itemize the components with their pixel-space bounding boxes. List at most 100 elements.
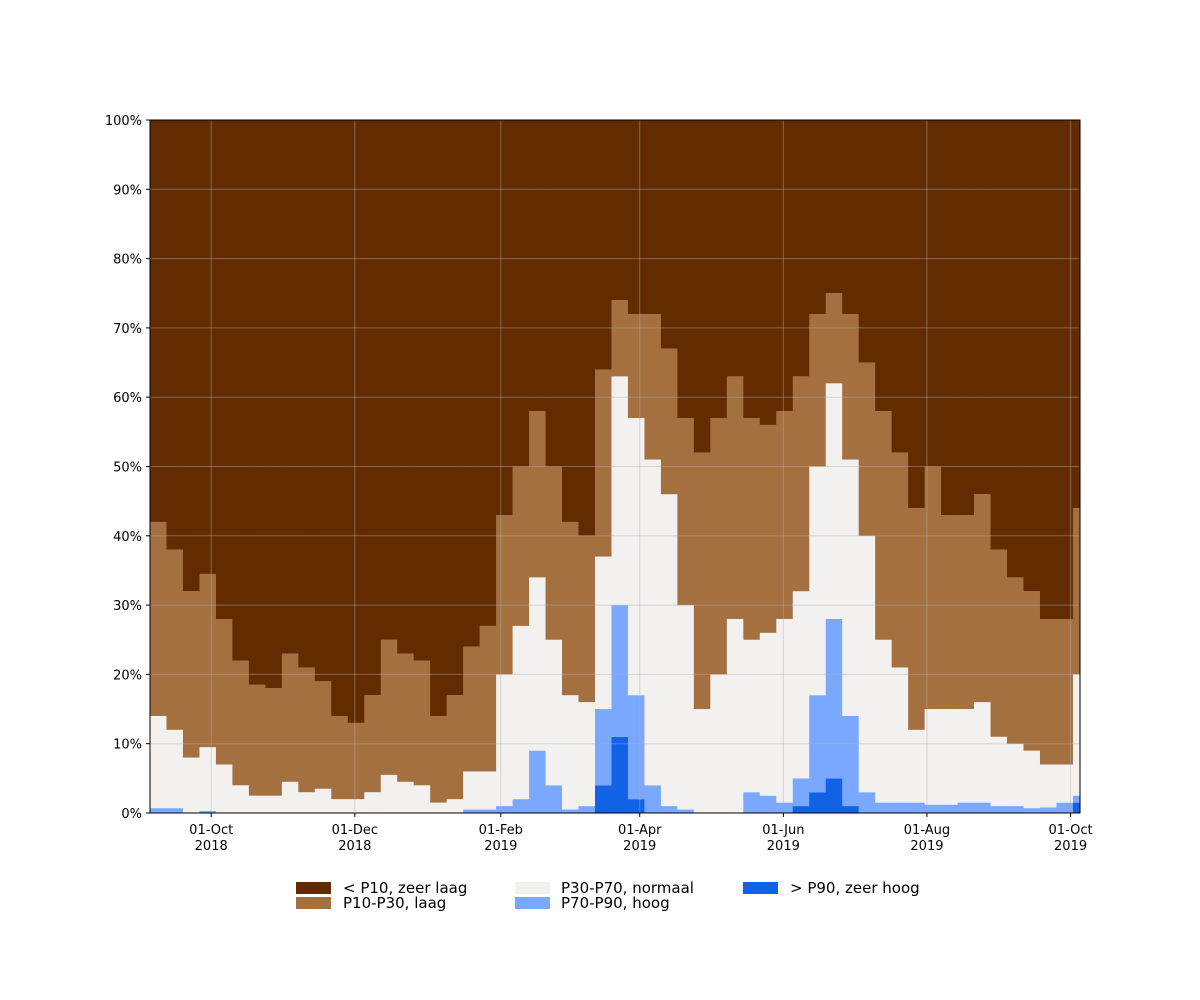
area-segment	[496, 674, 513, 807]
area-segment	[974, 802, 991, 813]
x-tick-label: 01-Apr 2019	[618, 823, 662, 854]
area-segment	[825, 293, 843, 384]
area-segment	[1039, 807, 1057, 813]
area-segment	[858, 535, 876, 793]
area-segment	[512, 120, 530, 467]
area-segment	[578, 535, 596, 703]
area-segment	[331, 799, 349, 813]
area-segment	[792, 778, 810, 807]
area-segment	[529, 577, 546, 751]
legend-swatch	[515, 897, 550, 909]
area-segment	[479, 809, 497, 813]
area-segment	[1039, 618, 1057, 765]
area-segment	[496, 120, 513, 516]
area-segment	[710, 417, 728, 675]
area-segment	[660, 120, 678, 349]
area-segment	[166, 808, 184, 813]
area-segment	[150, 808, 167, 813]
area-segment	[974, 702, 991, 803]
x-tick-label: 01-Oct 2019	[1049, 823, 1093, 854]
area-segment	[908, 508, 926, 730]
area-segment	[248, 684, 266, 796]
area-segment	[842, 314, 860, 460]
area-segment	[1023, 120, 1041, 592]
area-segment	[1007, 577, 1024, 744]
area-segment	[430, 802, 448, 813]
area-segment	[496, 515, 513, 675]
area-segment	[627, 799, 645, 813]
area-segment	[364, 695, 382, 793]
x-tick-label: 01-Feb 2019	[479, 823, 523, 854]
area-segment	[215, 618, 233, 765]
area-segment	[974, 120, 991, 495]
area-segment	[578, 806, 596, 813]
area-segment	[842, 120, 860, 315]
area-segment	[298, 667, 316, 793]
area-segment	[1072, 795, 1081, 803]
area-segment	[215, 120, 233, 619]
legend-swatch	[515, 882, 550, 894]
area-segment	[232, 120, 250, 661]
area-segment	[1023, 591, 1041, 751]
area-segment	[974, 494, 991, 703]
area-segment	[611, 376, 629, 606]
area-segment	[660, 806, 678, 813]
area-segment	[693, 452, 711, 710]
x-tick-label: 01-Jun 2019	[762, 823, 804, 854]
x-tick-label: 01-Aug 2019	[904, 823, 950, 854]
area-segment	[150, 120, 167, 522]
area-segment	[611, 300, 629, 377]
area-segment	[1056, 120, 1074, 619]
area-segment	[809, 314, 827, 467]
area-segment	[199, 573, 217, 748]
area-segment	[627, 120, 645, 315]
area-segment	[347, 722, 365, 800]
area-segment	[957, 515, 975, 710]
area-segment	[1023, 808, 1041, 813]
area-segment	[182, 120, 200, 592]
area-segment	[594, 785, 612, 813]
area-segment	[1039, 120, 1057, 619]
area-segment	[611, 736, 629, 813]
area-segment	[809, 792, 827, 813]
area-segment	[529, 120, 546, 412]
area-segment	[199, 120, 217, 574]
area-segment	[941, 515, 958, 710]
area-segment	[314, 788, 332, 813]
area-segment	[891, 802, 909, 813]
area-segment	[677, 809, 695, 813]
area-segment	[743, 417, 761, 640]
area-segment	[463, 646, 481, 772]
legend-swatch	[743, 882, 778, 894]
area-segment	[298, 120, 316, 668]
area-segment	[562, 120, 579, 522]
area-segment	[990, 806, 1008, 813]
area-segment	[891, 120, 909, 453]
area-segment	[908, 120, 926, 509]
area-segment	[413, 660, 431, 786]
area-segment	[1007, 806, 1024, 813]
area-segment	[644, 120, 662, 315]
y-tick-label: 10%	[113, 738, 142, 753]
y-tick-label: 20%	[113, 668, 142, 683]
area-segment	[182, 757, 200, 813]
area-segment	[1072, 508, 1081, 675]
area-segment	[496, 806, 513, 813]
area-segment	[1056, 802, 1074, 813]
area-segment	[150, 715, 167, 809]
area-segment	[479, 120, 497, 626]
area-segment	[314, 120, 332, 682]
area-segment	[743, 639, 761, 793]
area-segment	[792, 591, 810, 779]
legend-label: > P90, zeer hoog	[790, 879, 920, 897]
area-segment	[644, 314, 662, 460]
area-segment	[1056, 764, 1074, 803]
y-tick-label: 40%	[113, 530, 142, 545]
area-segment	[875, 802, 893, 813]
area-segment	[512, 625, 530, 800]
area-segment	[842, 806, 860, 813]
x-tick-label: 01-Dec 2018	[332, 823, 378, 854]
area-segment	[562, 695, 579, 810]
area-segment	[759, 795, 777, 813]
area-segment	[281, 653, 299, 782]
